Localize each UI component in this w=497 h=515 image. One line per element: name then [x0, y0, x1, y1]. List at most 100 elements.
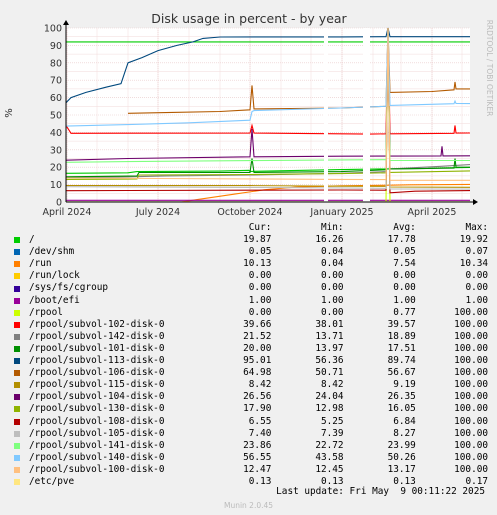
value-max: 100.00	[454, 367, 489, 379]
legend-row: /run 10.13 0.04 7.54 10.34	[8, 258, 488, 270]
value-max: 100.00	[454, 318, 489, 330]
legend-row: /rpool/subvol-102-disk-0 39.66 38.01 39.57 1…	[8, 319, 488, 331]
value-cur: 19.87	[243, 234, 272, 246]
legend-row: /rpool/subvol-141-disk-0 23.86 22.72 23.99 1…	[8, 440, 488, 452]
value-min: 0.00	[321, 282, 344, 294]
value-cur: 0.00	[248, 306, 272, 318]
value-cur: 95.01	[243, 355, 272, 367]
value-avg: 9.19	[393, 379, 416, 391]
legend-row: /boot/efi 1.00 1.00 1.00 1.00	[8, 295, 488, 307]
value-max: 1.00	[465, 294, 489, 306]
rrdtool-credit: RRDTOOL / TOBI OETIKER	[485, 20, 494, 117]
value-cur: 0.13	[248, 475, 272, 487]
value-avg: 0.05	[393, 246, 416, 258]
legend-swatch	[14, 345, 20, 352]
x-axis-arrow	[473, 199, 478, 205]
value-cur: 10.13	[243, 258, 272, 270]
value-cur: 21.52	[243, 330, 272, 342]
legend-swatch	[14, 394, 20, 401]
value-min: 16.26	[315, 234, 344, 246]
x-tick-label: July 2024	[135, 207, 180, 218]
value-min: 8.42	[321, 379, 344, 391]
legend-header: Cur: Min: Avg: Max:	[8, 222, 488, 234]
value-cur: 1.00	[248, 294, 272, 306]
value-avg: 26.35	[387, 391, 416, 403]
value-avg: 39.57	[387, 318, 416, 330]
value-avg: 18.89	[387, 330, 416, 342]
legend-row: /rpool/subvol-115-disk-0 8.42 8.42 9.19 100.…	[8, 379, 488, 391]
legend-row: /sys/fs/cgroup 0.00 0.00 0.00 0.00	[8, 282, 488, 294]
x-tick-labels: April 2024 July 2024 October 2024 January 2…	[43, 207, 457, 218]
legend-swatch	[14, 442, 20, 449]
value-cur: 12.47	[243, 463, 272, 475]
y-tick-label: 10	[50, 180, 62, 191]
value-cur: 26.56	[243, 391, 272, 403]
legend-swatch	[14, 249, 20, 256]
value-min: 56.36	[315, 355, 344, 367]
legend-row: /run/lock 0.00 0.00 0.00 0.00	[8, 270, 488, 282]
value-max: 100.00	[454, 439, 489, 451]
last-update-text: Last update: Fri May 9 00:11:22 2025	[276, 486, 485, 497]
series-line	[65, 27, 471, 194]
value-min: 0.00	[321, 270, 344, 282]
legend-row: /rpool/subvol-105-disk-0 7.40 7.39 8.27 100.…	[8, 428, 488, 440]
legend-row: /etc/pve 0.13 0.13 0.13 0.17	[8, 476, 488, 488]
value-max: 19.92	[459, 234, 489, 246]
series-name: /rpool/subvol-101-disk-0	[29, 342, 165, 354]
series-name: /rpool/subvol-104-disk-0	[29, 391, 165, 403]
value-avg: 17.78	[387, 234, 416, 246]
value-min: 13.71	[315, 330, 344, 342]
value-avg: 89.74	[387, 355, 416, 367]
data-gap	[324, 28, 328, 202]
legend-row: /rpool/subvol-106-disk-0 64.98 50.71 56.67 1…	[8, 367, 488, 379]
value-max: 100.00	[454, 403, 489, 415]
value-cur: 20.00	[243, 342, 272, 354]
value-max: 0.07	[465, 246, 489, 258]
series-name: /rpool/subvol-142-disk-0	[29, 330, 165, 342]
legend-row: /rpool/subvol-140-disk-0 56.55 43.58 50.26 1…	[8, 452, 488, 464]
value-max: 0.17	[465, 475, 489, 487]
value-cur: 7.40	[248, 427, 272, 439]
legend-col-min: Min:	[321, 222, 344, 233]
legend-swatch	[14, 309, 20, 316]
value-cur: 17.90	[243, 403, 272, 415]
value-min: 5.25	[321, 415, 344, 427]
y-tick-label: 80	[50, 58, 62, 69]
y-tick-label: 60	[50, 93, 62, 104]
y-tick-label: 50	[50, 111, 62, 122]
value-cur: 39.66	[243, 318, 272, 330]
legend-swatch	[14, 358, 20, 365]
series-name: /rpool/subvol-115-disk-0	[29, 379, 165, 391]
x-tick-label: April 2025	[408, 207, 457, 218]
value-min: 0.13	[321, 475, 344, 487]
legend: Cur: Min: Avg: Max: / 19.87 16.26 17.78 19.9…	[8, 222, 488, 488]
legend-swatch	[14, 382, 20, 389]
y-tick-label: 70	[50, 76, 62, 87]
value-max: 100.00	[454, 330, 489, 342]
series-line	[65, 27, 470, 104]
value-max: 100.00	[454, 427, 489, 439]
series-name: /rpool/subvol-130-disk-0	[29, 403, 165, 415]
value-cur: 23.86	[243, 439, 272, 451]
x-tick-label: January 2025	[309, 207, 373, 218]
y-tick-label: 100	[44, 24, 62, 35]
value-min: 22.72	[315, 439, 344, 451]
series-name: /rpool/subvol-106-disk-0	[29, 367, 165, 379]
y-tick-label: 30	[50, 145, 62, 156]
series-name: /boot/efi	[29, 294, 80, 306]
value-avg: 23.99	[387, 439, 416, 451]
legend-row: /rpool/subvol-130-disk-0 17.90 12.98 16.05 1…	[8, 403, 488, 415]
legend-swatch	[14, 418, 20, 425]
value-min: 13.97	[315, 342, 344, 354]
y-tick-label: 0	[56, 198, 62, 209]
value-max: 0.00	[465, 282, 489, 294]
value-cur: 8.42	[248, 379, 272, 391]
legend-col-cur: Cur:	[248, 222, 272, 233]
y-tick-labels: 0 10 20 30 40 50 60 70 80 90 100	[44, 24, 62, 209]
value-max: 100.00	[454, 306, 489, 318]
series-name: /run/lock	[29, 270, 80, 282]
series-line	[65, 27, 471, 190]
legend-swatch	[14, 406, 20, 413]
value-max: 100.00	[454, 342, 489, 354]
